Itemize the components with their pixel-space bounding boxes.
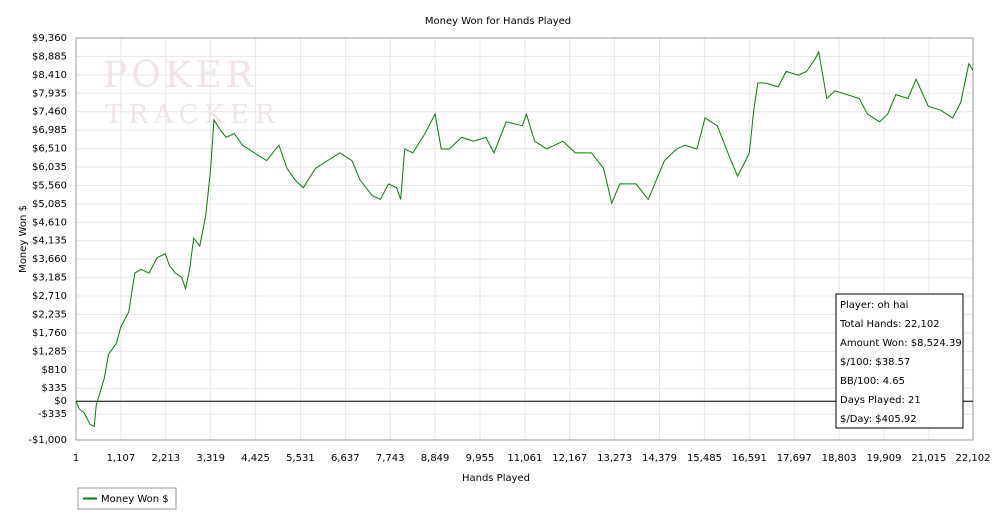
x-tick-label: 19,909 bbox=[866, 453, 901, 464]
x-tick-label: 14,379 bbox=[642, 453, 677, 464]
info-text: Amount Won: $8,524.39 bbox=[840, 338, 962, 349]
x-tick-label: 9,955 bbox=[466, 453, 495, 464]
legend-box bbox=[77, 487, 177, 510]
info-text: $/Day: $405.92 bbox=[840, 414, 917, 425]
y-tick-label: $7,935 bbox=[32, 88, 67, 99]
x-tick-label: 2,213 bbox=[151, 453, 180, 464]
x-tick-label: 15,485 bbox=[687, 453, 722, 464]
y-tick-label: $6,035 bbox=[32, 162, 67, 173]
y-tick-label: $2,710 bbox=[32, 291, 67, 302]
y-axis-label: Money Won $ bbox=[18, 205, 29, 273]
y-tick-label: $335 bbox=[42, 383, 67, 394]
x-tick-label: 22,102 bbox=[956, 453, 991, 464]
y-tick-label: $3,185 bbox=[32, 273, 67, 284]
y-tick-label: $4,135 bbox=[32, 236, 67, 247]
y-tick-label: -$335 bbox=[38, 409, 67, 420]
y-tick-label: $4,610 bbox=[32, 217, 67, 228]
x-tick-label: 3,319 bbox=[196, 453, 225, 464]
y-tick-label: $810 bbox=[42, 365, 67, 376]
x-tick-label: 21,015 bbox=[911, 453, 946, 464]
y-tick-label: $1,285 bbox=[32, 346, 67, 357]
y-tick-label: $8,885 bbox=[32, 51, 67, 62]
x-tick-label: 6,637 bbox=[331, 453, 360, 464]
y-tick-label: $5,560 bbox=[32, 180, 67, 191]
info-box bbox=[835, 293, 964, 429]
y-tick-label: $9,360 bbox=[32, 33, 67, 44]
y-tick-label: $7,460 bbox=[32, 107, 67, 118]
chart-title: Money Won for Hands Played bbox=[425, 16, 571, 27]
info-text: $/100: $38.57 bbox=[840, 357, 910, 368]
x-tick-label: 12,167 bbox=[552, 453, 587, 464]
line-series bbox=[75, 50, 974, 428]
info-text: Player: oh hai bbox=[840, 300, 908, 311]
x-tick-label: 4,425 bbox=[241, 453, 270, 464]
x-tick-label: 1 bbox=[73, 453, 79, 464]
x-tick-label: 16,591 bbox=[732, 453, 767, 464]
x-tick-label: 18,803 bbox=[822, 453, 857, 464]
info-text: BB/100: 4.65 bbox=[840, 376, 905, 387]
y-tick-label: -$1,000 bbox=[28, 435, 67, 446]
x-tick-label: 8,849 bbox=[421, 453, 450, 464]
x-tick-label: 5,531 bbox=[286, 453, 315, 464]
y-tick-label: $6,510 bbox=[32, 144, 67, 155]
info-text: Days Played: 21 bbox=[840, 395, 921, 406]
y-tick-label: $0 bbox=[54, 396, 67, 407]
y-tick-label: $8,410 bbox=[32, 70, 67, 81]
info-text: Total Hands: 22,102 bbox=[839, 319, 940, 330]
legend: Money Won $ bbox=[77, 487, 177, 510]
x-tick-label: 13,273 bbox=[597, 453, 632, 464]
x-axis-label: Hands Played bbox=[462, 473, 530, 484]
plot-frame bbox=[75, 37, 974, 441]
y-tick-label: $1,760 bbox=[32, 328, 67, 339]
x-tick-label: 7,743 bbox=[376, 453, 405, 464]
y-tick-label: $6,985 bbox=[32, 125, 67, 136]
legend-label: Money Won $ bbox=[101, 494, 169, 505]
y-tick-label: $5,085 bbox=[32, 199, 67, 210]
x-tick-label: 11,061 bbox=[507, 453, 542, 464]
x-tick-label: 17,697 bbox=[777, 453, 812, 464]
y-tick-label: $3,660 bbox=[32, 254, 67, 265]
watermark: POKER bbox=[103, 55, 257, 96]
watermark: TRACKER bbox=[105, 100, 281, 130]
y-tick-label: $2,235 bbox=[32, 309, 67, 320]
x-tick-label: 1,107 bbox=[107, 453, 136, 464]
